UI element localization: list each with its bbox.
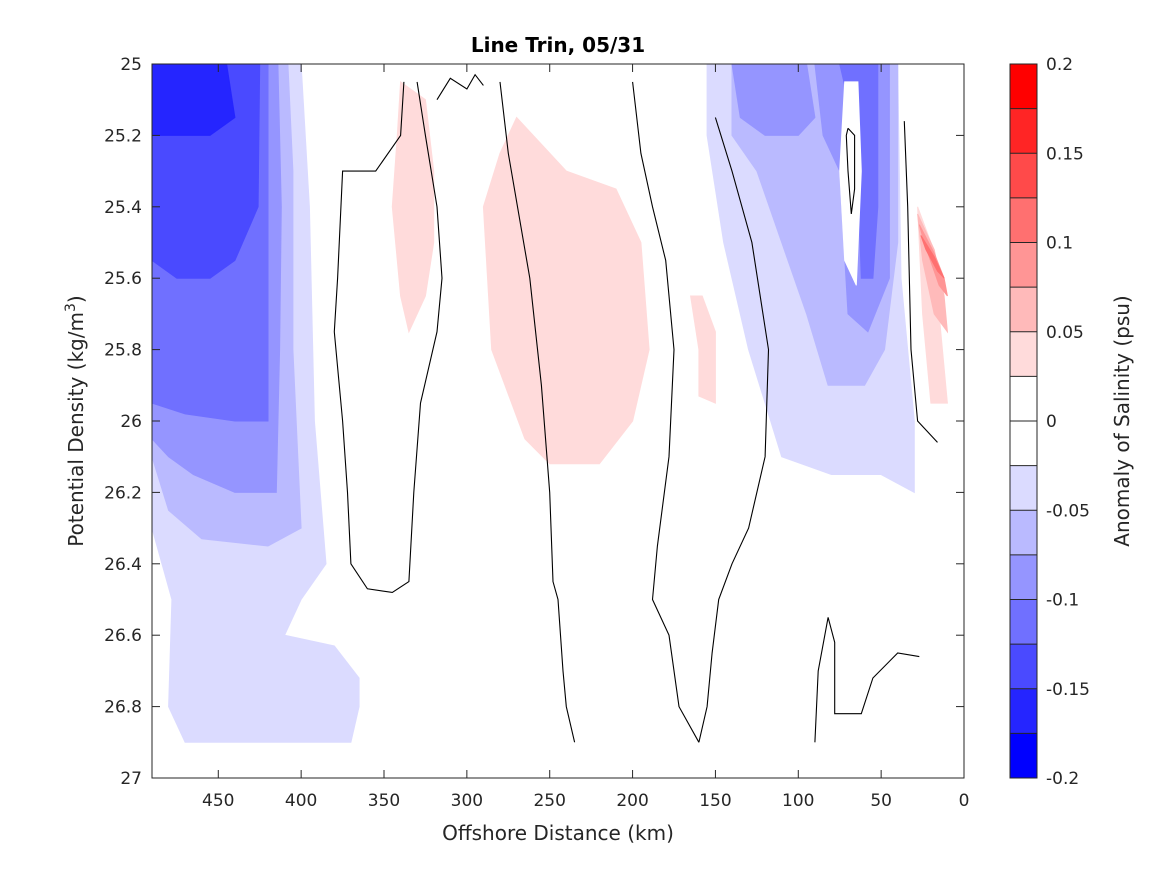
colorbar-swatch [1010, 421, 1037, 466]
y-tick-label: 27 [120, 769, 142, 789]
x-tick-label: 200 [616, 791, 648, 811]
x-tick-label: 250 [533, 791, 565, 811]
x-tick-label: 150 [699, 791, 731, 811]
y-tick-label: 25.4 [104, 198, 142, 218]
colorbar-swatch [1010, 733, 1037, 778]
colorbar-tick-label: 0.05 [1046, 323, 1084, 343]
x-axis-ticks: 450 400 350 300 250 200 150 100 50 0 [202, 64, 969, 811]
colorbar-swatch [1010, 465, 1037, 511]
y-tick-label: 26 [120, 412, 142, 432]
region-offshore-minus-0.16 [152, 64, 236, 136]
region-inshore-minus-0.08 [731, 64, 816, 136]
x-axis-label: Offshore Distance (km) [442, 821, 674, 845]
y-axis-ticks: 25 25.2 25.4 25.6 25.8 26 26.2 26.4 26.6 26.8 27 [104, 55, 964, 789]
region-west-positive-patch [391, 80, 435, 334]
colorbar-swatch [1010, 331, 1037, 377]
zero-contour-top-left [436, 73, 484, 100]
x-tick-label: 450 [202, 791, 234, 811]
colorbar-swatch [1010, 108, 1037, 154]
region-mid-positive-patch [482, 116, 650, 465]
colorbar-tick-label: -0.15 [1046, 680, 1090, 700]
colorbar-tick-label: -0.2 [1046, 769, 1079, 789]
y-tick-label: 25.6 [104, 269, 142, 289]
colorbar-tick-label: 0 [1046, 412, 1057, 432]
zero-contour-bottom-right [814, 617, 920, 743]
region-nearshore-white-pocket [839, 81, 862, 286]
x-tick-label: 400 [285, 791, 317, 811]
colorbar-swatch [1010, 644, 1037, 689]
y-tick-label: 26.2 [104, 483, 142, 503]
colorbar-tick-label: 0.15 [1046, 144, 1084, 164]
chart-title: Line Trin, 05/31 [471, 33, 645, 57]
zero-contour-nearshore-loop [845, 127, 856, 214]
colorbar-swatch [1010, 197, 1037, 243]
colorbar-swatch [1010, 376, 1037, 421]
zero-contour-central [499, 81, 576, 743]
region-east-positive-patch [690, 295, 716, 404]
y-axis-label: Potential Density (kg/m3) [63, 295, 88, 546]
colorbar-swatch [1010, 599, 1037, 645]
y-tick-label: 26.8 [104, 698, 142, 718]
zero-contour-east [698, 117, 770, 743]
colorbar-tick-label: -0.05 [1046, 501, 1090, 521]
y-tick-label: 25 [120, 55, 142, 75]
x-tick-label: 100 [782, 791, 814, 811]
colorbar-ticks: 0.2 0.15 0.1 0.05 0 -0.05 -0.1 -0.15 -0.2 [1046, 55, 1090, 789]
colorbar-swatch [1010, 554, 1037, 600]
zero-contour-coastal [903, 121, 938, 443]
x-tick-label: 50 [870, 791, 892, 811]
colorbar-swatch [1010, 287, 1037, 332]
x-tick-label: 350 [368, 791, 400, 811]
colorbar-frame [1009, 63, 1038, 779]
region-coastal-positive-0.13 [920, 235, 945, 279]
colorbar-swatch [1010, 242, 1037, 288]
colorbar-swatch [1010, 153, 1037, 198]
y-tick-label: 26.4 [104, 555, 142, 575]
colorbar-swatch [1010, 688, 1037, 734]
colorbar-swatch [1010, 64, 1037, 109]
zero-contour-central-east [632, 81, 700, 743]
colorbar-tick-label: 0.1 [1046, 234, 1073, 254]
colorbar-tick-label: 0.2 [1046, 55, 1073, 75]
colorbar-swatch [1010, 510, 1037, 555]
colorbar-tick-label: -0.1 [1046, 591, 1079, 611]
contour-regions [152, 64, 949, 743]
y-tick-label: 25.8 [104, 341, 142, 361]
x-tick-label: 300 [451, 791, 483, 811]
colorbar-label: Anomaly of Salinity (psu) [1110, 295, 1134, 546]
x-tick-label: 0 [959, 791, 970, 811]
colorbar [1010, 64, 1037, 778]
y-tick-label: 26.6 [104, 626, 142, 646]
zero-contour-lines [333, 73, 938, 743]
y-tick-label: 25.2 [104, 126, 142, 146]
zero-contour-west [333, 81, 443, 593]
